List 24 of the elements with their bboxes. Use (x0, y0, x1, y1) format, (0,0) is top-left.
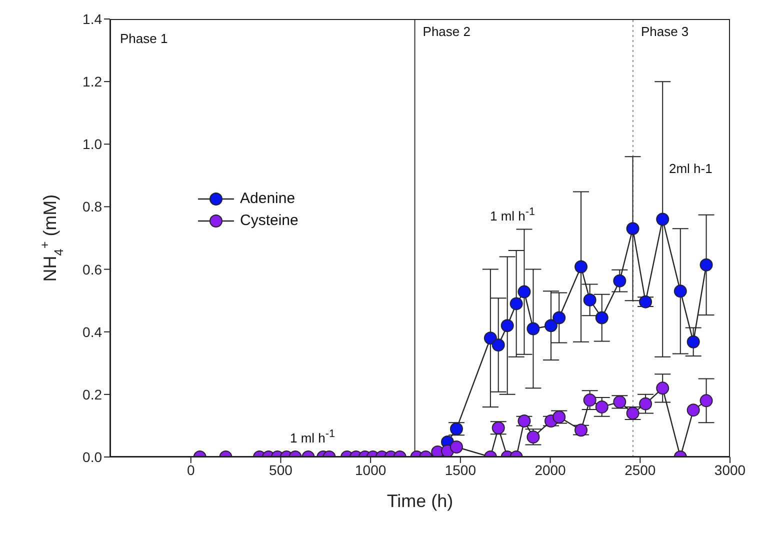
y-tick-label: 0.8 (82, 198, 102, 215)
x-tick-label: 500 (269, 462, 293, 478)
annotation: 1 ml h$^{-1}$ (490, 206, 536, 224)
legend-label: Cysteine (240, 211, 298, 231)
annotation: 2ml h-1 (669, 161, 712, 176)
x-tick-label: 0 (186, 462, 195, 478)
x-tick-label: 1000 (355, 462, 386, 478)
x-tick-label: 2000 (534, 462, 566, 478)
y-tick-label: 1.2 (82, 74, 102, 90)
x-tick-label: 2500 (624, 462, 656, 478)
y-tick-label: 0.4 (82, 324, 102, 340)
y-tick-label: 0.0 (82, 448, 102, 465)
y-tick-label: 0.6 (82, 261, 102, 278)
y-tick-label: 0.2 (82, 386, 102, 402)
y-tick-label: 1.0 (82, 136, 102, 152)
x-tick-label: 3000 (714, 462, 746, 478)
legend-label: Adenine (240, 189, 296, 209)
x-axis-title: Time (h) (386, 491, 454, 511)
y-tick-label: 1.4 (82, 10, 102, 27)
ref-line-label: Phase 3 (640, 24, 689, 40)
annotation: 1 ml h$^{-1}$ (290, 428, 336, 446)
x-tick-label: 1500 (444, 462, 476, 478)
ref-line-label: Phase 2 (422, 24, 470, 40)
annotation: Phase 1 (120, 31, 168, 46)
